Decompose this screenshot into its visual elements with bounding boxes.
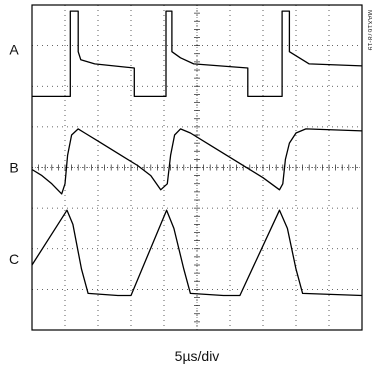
trace-c: [31, 209, 363, 297]
trace-a: [32, 10, 363, 98]
trace-group: [31, 10, 363, 297]
trace-b: [31, 128, 363, 195]
scope-frame: [31, 4, 363, 331]
graticule-grid: [31, 4, 363, 331]
channel-label-c: C: [9, 251, 19, 267]
channel-label-a: A: [9, 42, 19, 58]
channel-label-group: A B C: [9, 42, 19, 267]
figure-id: MAX1678-19: [366, 10, 372, 51]
channel-label-b: B: [9, 160, 18, 176]
x-axis-label: 5µs/div: [175, 348, 220, 364]
